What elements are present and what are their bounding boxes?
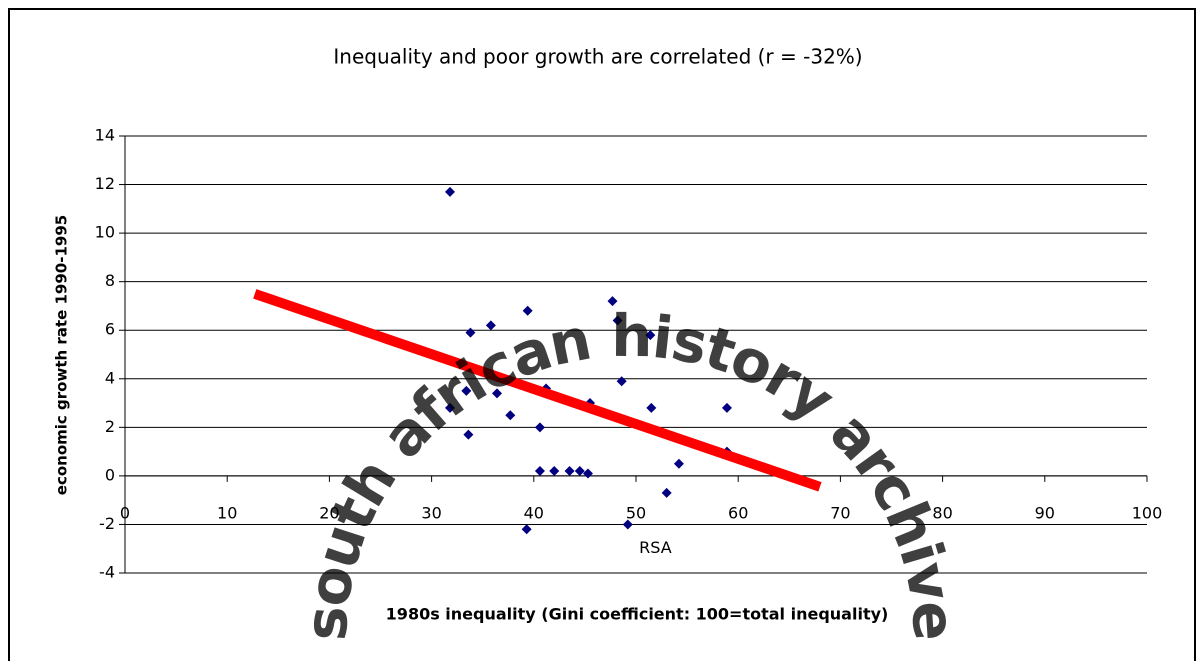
data-point: [616, 376, 627, 387]
data-point: [721, 402, 732, 413]
y-tick-label: 14: [95, 126, 115, 145]
data-point: [673, 458, 684, 469]
data-point: [521, 524, 532, 535]
x-tick-label: 20: [319, 503, 339, 522]
x-tick-label: 40: [524, 503, 544, 522]
y-tick-label: 2: [105, 417, 115, 436]
trendline: [253, 289, 822, 492]
data-point: [522, 305, 533, 316]
y-tick-label: -4: [99, 563, 115, 582]
x-tick-label: 80: [932, 503, 952, 522]
data-point: [612, 315, 623, 326]
data-point: [534, 422, 545, 433]
x-tick-label: 30: [421, 503, 441, 522]
data-point: [564, 466, 575, 477]
y-tick-label: 12: [95, 174, 115, 193]
x-tick-label: 100: [1132, 503, 1163, 522]
data-point: [444, 186, 455, 197]
data-point: [574, 466, 585, 477]
data-point: [485, 320, 496, 331]
data-point: [661, 487, 672, 498]
annotation: RSA: [639, 538, 672, 557]
chart-title: Inequality and poor growth are correlate…: [333, 45, 862, 69]
data-point: [444, 402, 455, 413]
x-tick-label: 70: [830, 503, 850, 522]
x-tick-label: 50: [626, 503, 646, 522]
data-point: [622, 519, 633, 530]
data-point: [461, 385, 472, 396]
x-tick-label: 90: [1035, 503, 1055, 522]
data-point: [607, 296, 618, 307]
data-point: [505, 410, 516, 421]
y-axis-label: economic growth rate 1990-1995: [53, 215, 71, 495]
x-tick-label: 0: [120, 503, 130, 522]
y-tick-label: 4: [105, 368, 115, 387]
data-point: [463, 429, 474, 440]
data-point: [534, 466, 545, 477]
x-axis-label: 1980s inequality (Gini coefficient: 100=…: [386, 605, 889, 624]
x-tick-label: 60: [728, 503, 748, 522]
data-point: [645, 330, 656, 341]
y-tick-label: -2: [99, 514, 115, 533]
x-tick-label: 10: [217, 503, 237, 522]
data-point: [492, 388, 503, 399]
data-point: [549, 466, 560, 477]
data-point: [646, 402, 657, 413]
data-point: [582, 468, 593, 479]
y-tick-label: 6: [105, 320, 115, 339]
y-tick-label: 10: [95, 223, 115, 242]
y-tick-label: 0: [105, 465, 115, 484]
data-point: [465, 327, 476, 338]
chart-frame: [8, 8, 1196, 661]
y-tick-label: 8: [105, 271, 115, 290]
